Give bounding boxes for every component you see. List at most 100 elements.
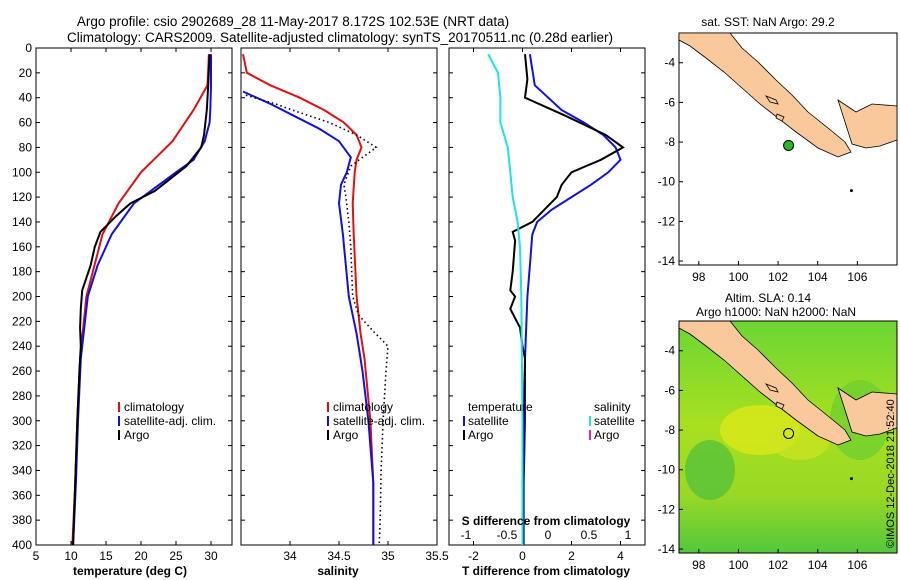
map-x-tick-label: 102 [768, 270, 788, 284]
mentawai-island [775, 113, 785, 122]
argo-location-marker [783, 139, 795, 151]
sumatra-land [679, 321, 852, 446]
s-tick-label: 1 [625, 528, 632, 542]
map-x-tick-label: 106 [847, 270, 867, 284]
map-y-tick-label: -8 [664, 135, 675, 149]
map-y-tick-label: -4 [664, 344, 675, 358]
header-line-1: Argo profile: csio 2902689_28 11-May-201… [77, 14, 509, 29]
x-tick-label: 34.5 [327, 549, 351, 563]
map-x-tick-label: 106 [847, 558, 867, 572]
map-y-tick-label: -4 [664, 56, 675, 70]
map-x-tick-label: 104 [808, 270, 828, 284]
map-y-tick-label: -6 [664, 383, 675, 397]
island-marker [849, 477, 853, 481]
sumatra-land [679, 33, 852, 158]
depth-tick-label: 240 [12, 339, 32, 353]
depth-tick-label: 220 [12, 314, 32, 328]
island-marker [849, 189, 853, 193]
sst-map-land [679, 33, 897, 158]
depth-tick-label: 280 [12, 389, 32, 403]
map-x-tick-label: 104 [808, 558, 828, 572]
legend-satellite: satellite-adj. clim. [124, 414, 216, 428]
depth-tick-label: 180 [12, 265, 32, 279]
sst-map-title: sat. SST: NaN Argo: 29.2 [701, 15, 835, 29]
s-tick-label: -1 [461, 528, 472, 542]
map-y-tick-label: -10 [658, 463, 676, 477]
depth-tick-label: 80 [19, 140, 33, 154]
legend-satellite: satellite-adj. clim. [333, 414, 425, 428]
depth-axis: 0 20 40 60 80 100 120 140 160 180 200 220 240 260 280 3… [12, 41, 232, 552]
sla-map-points [783, 427, 853, 481]
java-land [837, 387, 897, 437]
x-tick-label: 25 [169, 549, 183, 563]
salinity-panel: 34 34.5 35 35.5 salinity climatology satell… [240, 47, 449, 578]
legend-argo: Argo [333, 428, 359, 442]
series-line-t-argo [509, 54, 625, 545]
mentawai-island [764, 95, 779, 105]
x-tick-label: 2 [568, 549, 575, 563]
sst-map-points [783, 139, 853, 193]
temperature-lines [71, 54, 212, 546]
argo-location-marker [783, 427, 795, 439]
s-tick-label: -0.5 [497, 528, 518, 542]
sst-map-axes: 98 100 102 104 106 -4 -6 -8 -10 -12 -14 [658, 56, 868, 284]
x-tick-label: 5 [33, 549, 40, 563]
mentawai-island [775, 401, 785, 410]
sla-map-title-2: Argo h1000: NaN h2000: NaN [696, 305, 856, 319]
series-line-satellite-adj-clim- [242, 90, 375, 545]
sla-low [685, 440, 735, 500]
x-tick-label: 34 [283, 549, 297, 563]
map-y-tick-label: -12 [658, 214, 676, 228]
s-tick-label: 0 [545, 528, 552, 542]
depth-tick-label: 60 [19, 116, 33, 130]
depth-tick-label: 360 [12, 488, 32, 502]
x-tick-label: 35 [381, 549, 395, 563]
imos-credit: ©IMOS 12-Dec-2018 21:52:40 [885, 399, 897, 548]
legend-argo: Argo [124, 428, 150, 442]
map-x-tick-label: 100 [728, 558, 748, 572]
depth-tick-label: 0 [25, 41, 32, 55]
difference-top-label: S difference from climatology [462, 514, 631, 528]
legend-s-satellite: satellite [594, 414, 635, 428]
map-x-tick-label: 102 [768, 558, 788, 572]
difference-panel: -2 0 2 4 S difference from climatology -1 -… [448, 47, 646, 578]
x-tick-label: 0 [519, 549, 526, 563]
legend-climatology: climatology [124, 400, 184, 414]
legend-temperature: temperature [468, 400, 533, 414]
map-x-tick-label: 98 [692, 558, 706, 572]
depth-tick-label: 120 [12, 190, 32, 204]
x-tick-label: 20 [134, 549, 148, 563]
map-x-tick-label: 100 [728, 270, 748, 284]
x-tick-label: 35.5 [425, 549, 449, 563]
sla-map-panel: Altim. SLA: 0.14 Argo h1000: NaN h2000: … [658, 291, 898, 572]
salinity-axes-box [240, 47, 438, 546]
depth-tick-label: 260 [12, 364, 32, 378]
legend-t-satellite: satellite [468, 414, 509, 428]
map-y-tick-label: -8 [664, 423, 675, 437]
map-y-tick-label: -6 [664, 95, 675, 109]
difference-x-axis: -2 0 2 4 [468, 48, 624, 563]
difference-xlabel: T difference from climatology [462, 564, 630, 578]
salinity-x-axis: 34 34.5 35 35.5 [283, 48, 449, 563]
s-difference-ticks: -1 -0.5 0 0.5 1 [461, 528, 632, 542]
series-line-argo [72, 54, 211, 546]
sla-heatmap [679, 321, 897, 553]
depth-tick-label: 340 [12, 463, 32, 477]
depth-tick-label: 400 [12, 538, 32, 552]
map-y-tick-label: -12 [658, 502, 676, 516]
salinity-lines [242, 53, 389, 546]
x-tick-label: 15 [99, 549, 113, 563]
difference-lines [487, 53, 625, 545]
depth-tick-label: 200 [12, 290, 32, 304]
depth-tick-label: 40 [19, 91, 33, 105]
sla-map-frame [678, 320, 898, 554]
legend-salinity: salinity [594, 400, 631, 414]
legend-s-argo: Argo [594, 428, 620, 442]
depth-tick-label: 320 [12, 439, 32, 453]
legend-climatology: climatology [333, 400, 393, 414]
s-tick-label: 0.5 [581, 528, 598, 542]
temperature-axes-box [35, 47, 233, 546]
map-y-tick-label: -14 [658, 254, 676, 268]
map-x-tick-label: 98 [692, 270, 706, 284]
